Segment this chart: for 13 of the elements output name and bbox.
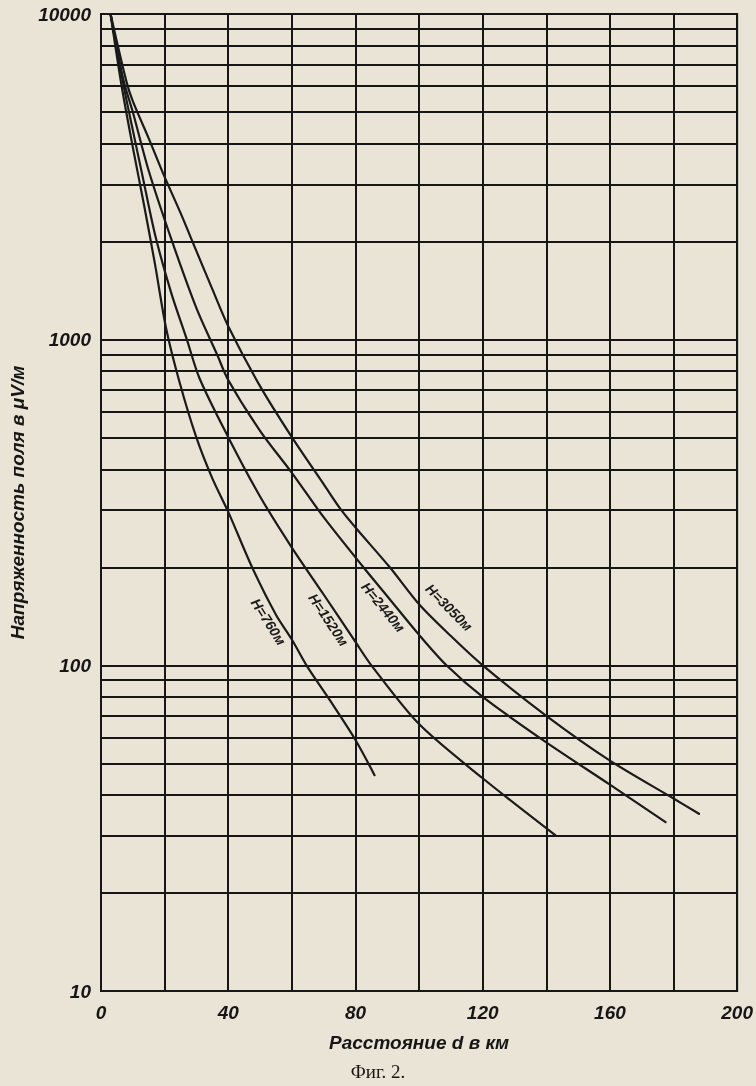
x-tick-label: 200: [720, 1002, 754, 1023]
text: Фиг. 2.: [350, 1061, 406, 1082]
x-axis-title: Расстояние d в км: [329, 1032, 510, 1053]
y-tick-label: 100: [59, 654, 92, 676]
y-tick-label: 10000: [38, 3, 92, 25]
y-axis-title: Напряженность поля в μV/м: [7, 365, 29, 640]
x-tick-label: 0: [95, 1002, 107, 1023]
x-tick-label: 120: [466, 1002, 499, 1023]
x-tick-label: 80: [344, 1002, 367, 1023]
x-tick-label: 40: [216, 1002, 240, 1023]
y-tick-label: 10: [69, 980, 92, 1002]
y-tick-label: 1000: [48, 329, 92, 351]
x-tick-label: 160: [594, 1002, 627, 1023]
